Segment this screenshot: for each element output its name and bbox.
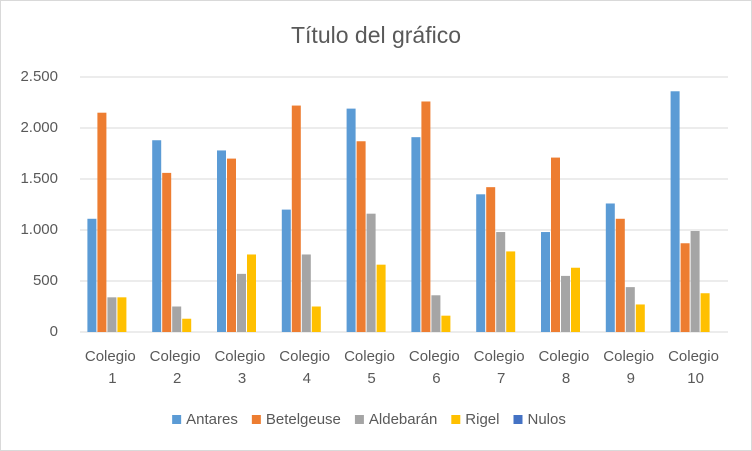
legend-label: Nulos — [527, 411, 565, 428]
bar — [476, 194, 486, 332]
legend-swatch — [251, 415, 261, 424]
legend-item: Antares — [172, 411, 238, 428]
bar — [97, 112, 107, 332]
bar — [625, 287, 635, 332]
bar — [561, 275, 570, 332]
bar — [541, 232, 550, 332]
y-tick-label: 2.500 — [20, 68, 58, 85]
bar — [615, 218, 625, 332]
bar — [366, 213, 376, 332]
bar — [301, 254, 311, 332]
y-tick-label: 0 — [50, 323, 58, 340]
x-tick-label: Colegio 9 — [603, 348, 658, 387]
bar — [117, 297, 127, 332]
legend-item: Nulos — [513, 411, 566, 428]
bar — [376, 264, 386, 332]
bar — [281, 209, 291, 332]
x-tick-label: Colegio 8 — [538, 348, 593, 387]
bar — [172, 306, 182, 332]
bar — [107, 297, 117, 332]
bar — [421, 101, 431, 332]
bar — [346, 108, 356, 333]
legend-swatch — [513, 415, 523, 424]
legend-label: Betelgeuse — [266, 411, 341, 428]
bar — [237, 273, 246, 332]
bar — [431, 295, 441, 332]
x-tick-label: Colegio 4 — [279, 348, 334, 387]
legend-item: Aldebarán — [354, 411, 437, 428]
bar — [162, 172, 172, 332]
bar — [551, 157, 560, 332]
bar — [605, 203, 615, 332]
y-tick-label: 1.000 — [20, 221, 58, 238]
legend-item: Rigel — [451, 411, 499, 428]
legend-swatch — [354, 415, 364, 424]
bar — [690, 231, 700, 332]
bar — [700, 293, 710, 332]
bar — [411, 137, 421, 332]
legend-label: Antares — [186, 411, 238, 428]
bar — [680, 243, 690, 332]
legend-swatch — [451, 415, 461, 424]
bar — [217, 150, 226, 332]
x-tick-label: Colegio 2 — [150, 348, 205, 387]
y-tick-label: 500 — [33, 272, 58, 289]
bar — [152, 140, 162, 332]
x-tick-label: Colegio 5 — [344, 348, 399, 387]
bar — [496, 232, 506, 332]
x-tick-label: Colegio 6 — [409, 348, 464, 387]
x-tick-label: Colegio 3 — [214, 348, 269, 387]
legend-item: Betelgeuse — [251, 411, 341, 428]
bar — [486, 187, 496, 332]
legend-swatch — [172, 415, 182, 424]
y-tick-label: 2.000 — [20, 119, 58, 136]
bar — [571, 267, 580, 332]
bar — [291, 105, 301, 332]
bar — [670, 91, 680, 332]
bar — [356, 141, 366, 332]
bar — [182, 318, 192, 332]
y-tick-label: 1.500 — [20, 170, 58, 187]
bar — [635, 304, 645, 332]
legend-label: Rigel — [465, 411, 499, 428]
bar — [506, 251, 516, 332]
bar — [227, 158, 236, 332]
legend-label: Aldebarán — [369, 411, 437, 428]
bar — [441, 315, 451, 332]
bar — [247, 254, 256, 332]
x-tick-label: Colegio 7 — [474, 348, 529, 387]
bar — [87, 218, 97, 332]
x-tick-label: Colegio 10 — [668, 348, 723, 387]
bar — [311, 306, 321, 332]
x-tick-label: Colegio 1 — [85, 348, 140, 387]
chart-title: Título del gráfico — [291, 22, 461, 48]
